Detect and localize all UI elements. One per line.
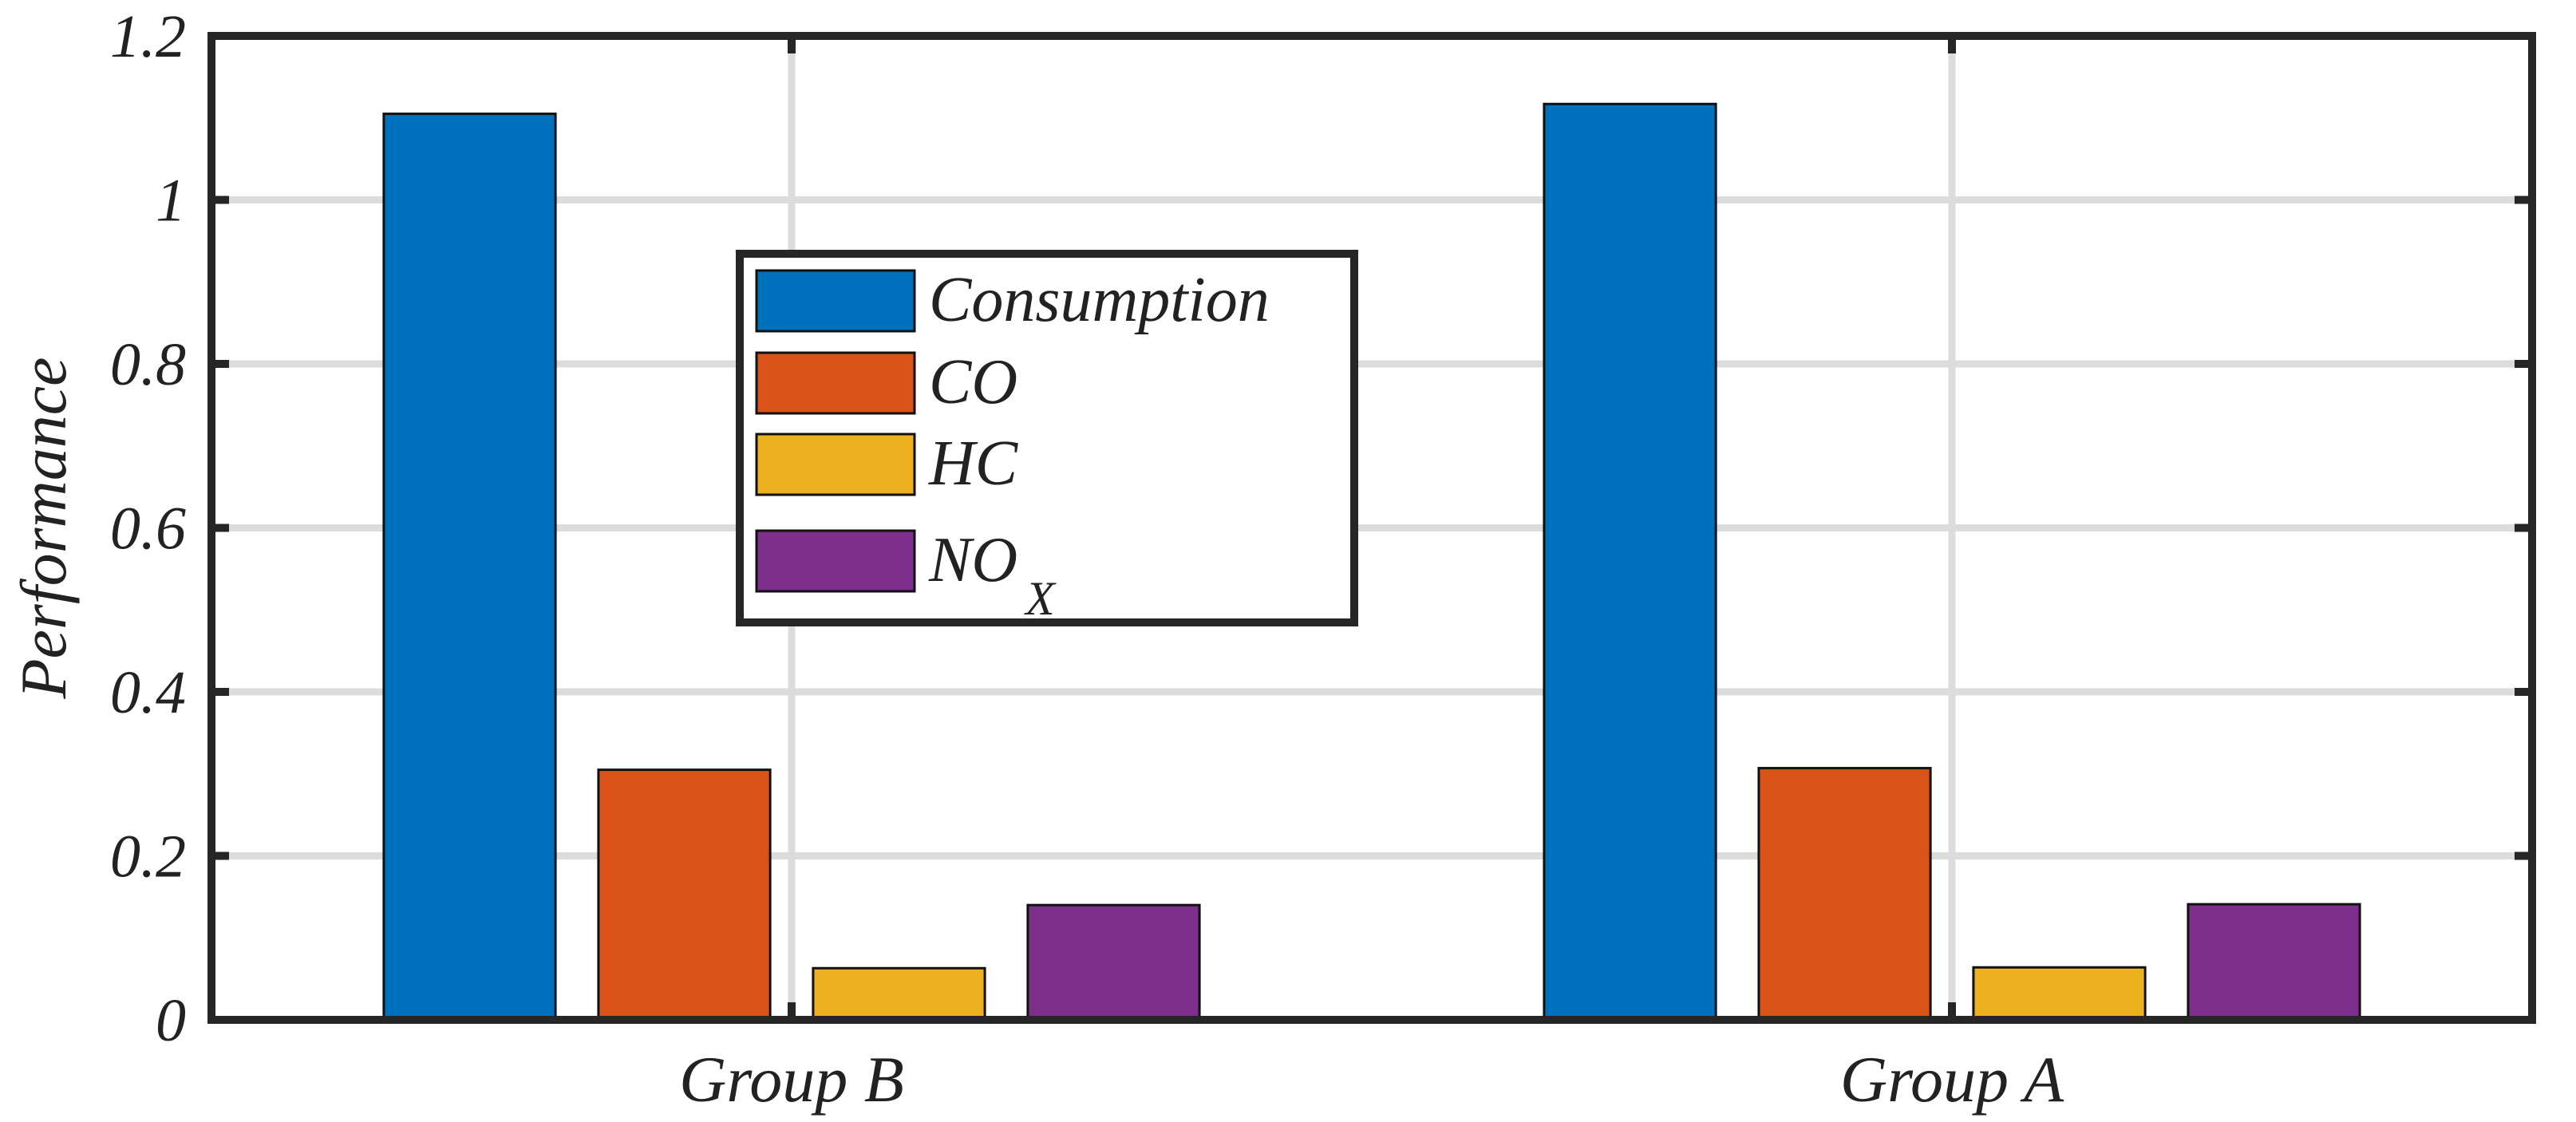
bars	[382, 102, 2361, 1021]
y-tick-label: 0.6	[110, 496, 186, 563]
axes: 0 0.2 0.4 0.6 0.8 1 1.2 Group B Group A Performan…	[7, 3, 2536, 1116]
y-tick-label: 0.4	[110, 659, 186, 726]
legend-label-hc: HC	[928, 429, 1019, 499]
y-axis-label: Performance	[7, 357, 80, 699]
y-tick-label: 0	[156, 987, 186, 1054]
bar-co-group-a	[1757, 767, 1932, 1021]
grid	[211, 36, 2532, 1020]
legend-swatch-nox	[755, 529, 916, 593]
legend-label-consumption: Consumption	[929, 265, 1270, 335]
y-tick-label: 0.2	[110, 824, 186, 891]
legend-swatch-consumption	[755, 269, 916, 333]
bar-nox-group-b	[1026, 903, 1201, 1021]
bar-consumption-group-b	[382, 113, 557, 1021]
legend-label-co: CO	[929, 347, 1017, 417]
bar-hc-group-b	[812, 966, 986, 1021]
legend-swatch-hc	[755, 433, 916, 496]
y-tick-label: 1	[156, 168, 186, 235]
bar-consumption-group-a	[1543, 102, 1717, 1021]
bar-nox-group-a	[2187, 903, 2361, 1021]
legend-swatch-co	[755, 351, 916, 415]
y-tick-label: 0.8	[110, 331, 186, 398]
x-tick-label: Group B	[679, 1043, 904, 1116]
bar-hc-group-a	[1972, 966, 2147, 1021]
bar-co-group-b	[597, 768, 772, 1021]
x-tick-label: Group A	[1840, 1043, 2064, 1116]
y-tick-label: 1.2	[110, 3, 186, 70]
